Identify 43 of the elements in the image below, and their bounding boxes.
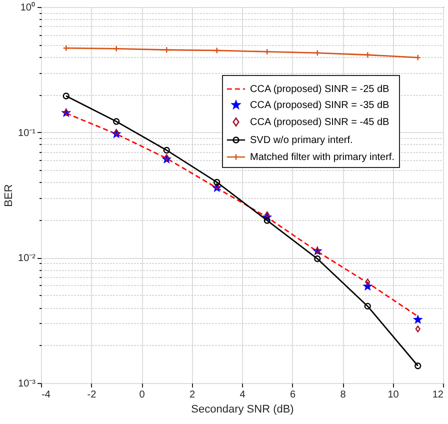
x-tick-label: 2 (189, 390, 196, 400)
point (364, 52, 371, 58)
point (264, 48, 270, 56)
y-tick-label: 10⁻² (18, 253, 36, 264)
point (214, 183, 220, 190)
x-tick-label: 4 (240, 390, 246, 400)
legend-label: CCA (proposed) SINR = -25 dB (250, 84, 390, 95)
point (264, 217, 270, 224)
point (113, 45, 120, 52)
point (365, 278, 370, 286)
y-tick-label: 10⁰ (20, 2, 36, 14)
x-tick-label: 8 (340, 390, 346, 400)
x-tick-label: -2 (87, 390, 97, 400)
x-tick-label: 10 (388, 390, 400, 400)
point (412, 314, 423, 324)
legend-label: SVD w/o primary interf. (250, 135, 353, 146)
x-tick-label: 12 (432, 390, 444, 400)
x-tick-label: -4 (42, 390, 51, 400)
point (214, 47, 220, 54)
legend-label: Matched filter with primary interf. (250, 152, 394, 163)
y-tick-label: 10⁻¹ (18, 128, 36, 139)
point (62, 92, 70, 100)
x-tick-label: 0 (139, 390, 146, 400)
point (414, 362, 422, 370)
point (415, 326, 420, 332)
legend-label: CCA (proposed) SINR = -45 dB (250, 117, 390, 128)
y-tick-label: 10⁻³ (18, 378, 36, 390)
point (314, 50, 321, 56)
x-tick-label: 6 (290, 390, 296, 400)
point (163, 146, 170, 154)
point (264, 211, 270, 218)
legend-label: CCA (proposed) SINR = -35 dB (250, 100, 390, 111)
point (164, 154, 170, 161)
point (364, 302, 371, 310)
point (64, 108, 69, 116)
point (114, 128, 119, 136)
x-axis-title: Secondary SNR (dB) (191, 404, 294, 416)
point (113, 118, 120, 125)
point (314, 247, 320, 254)
y-axis-title: BER (3, 184, 16, 207)
point (163, 46, 170, 54)
point (214, 178, 220, 186)
point (314, 255, 321, 262)
